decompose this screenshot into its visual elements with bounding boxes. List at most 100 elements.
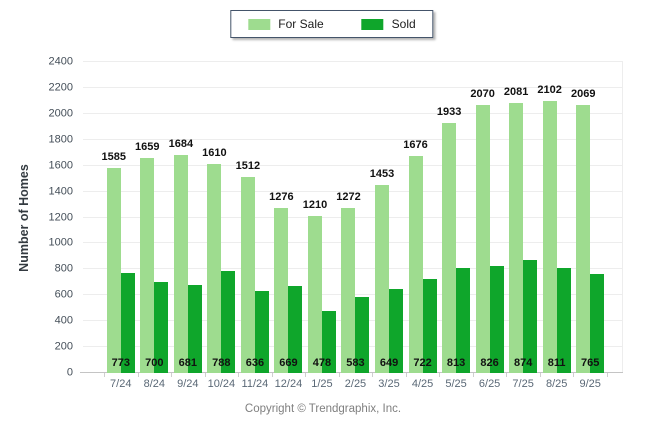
for-sale-value-label: 1210 (302, 199, 328, 212)
legend-label-sold: Sold (391, 17, 416, 31)
x-tick-label: 10/24 (207, 378, 236, 390)
sold-bar (154, 282, 169, 373)
sold-bar (389, 288, 404, 373)
x-tick-mark (472, 373, 474, 377)
plot-area: 1585 773 1659 700 1684 681 1610 788 1512 636 1276 6… (80, 61, 623, 373)
for-sale-value-label: 1659 (135, 141, 160, 154)
sold-bar (254, 290, 269, 373)
sold-bar (187, 284, 202, 373)
x-tick-mark (405, 373, 407, 377)
y-tick-label: 1000 (48, 236, 73, 249)
sold-value-label: 636 (245, 357, 265, 369)
legend: For Sale Sold (230, 10, 434, 38)
sold-bar (556, 267, 571, 373)
sold-bar (489, 265, 504, 373)
sold-bar (355, 297, 370, 373)
y-tick-label: 600 (54, 288, 73, 301)
bar-group-12/24: 1276 669 (269, 62, 306, 373)
for-sale-bar (106, 167, 121, 373)
gridline (83, 138, 623, 140)
for-sale-value-label: 1933 (436, 105, 462, 118)
x-tick-label: 7/24 (110, 378, 132, 390)
sold-value-label: 826 (480, 357, 499, 369)
for-sale-value-label: 1272 (336, 191, 361, 204)
for-sale-bar (475, 104, 490, 373)
bar-group-8/25: 2102 811 (537, 62, 574, 373)
bar-group-4/25: 1676 722 (403, 62, 440, 373)
sold-bar (321, 311, 336, 373)
bar-group-11/24: 1512 636 (236, 62, 272, 373)
x-tick-mark (439, 373, 441, 377)
sold-value-label: 874 (513, 357, 533, 369)
y-tick-label: 0 (66, 366, 73, 379)
for-sale-bar (274, 207, 289, 373)
x-tick-mark (137, 373, 139, 377)
x-tick-mark (204, 373, 206, 377)
sold-value-label: 788 (212, 357, 231, 369)
bar-group-9/24: 1684 681 (169, 62, 205, 373)
y-tick-label: 400 (54, 314, 73, 327)
x-tick-label: 8/24 (143, 378, 165, 390)
for-sale-value-label: 2081 (503, 86, 529, 99)
gridline (83, 164, 623, 166)
x-tick-label: 4/25 (411, 378, 434, 390)
sold-value-label: 583 (346, 357, 365, 369)
sold-value-label: 811 (547, 357, 566, 369)
sold-value-label: 722 (413, 357, 432, 369)
for-sale-bar (173, 154, 188, 373)
y-tick-label: 2400 (48, 55, 73, 68)
x-tick-label: 6/25 (478, 378, 501, 390)
x-tick-mark (506, 373, 508, 377)
for-sale-value-label: 2069 (570, 87, 596, 100)
sold-value-label: 649 (379, 357, 399, 369)
bar-group-6/25: 2070 826 (470, 62, 507, 373)
for-sale-bar (408, 155, 423, 373)
sold-bar (523, 259, 538, 373)
bar-group-2/25: 1272 583 (336, 62, 373, 373)
bar-group-7/25: 2081 874 (503, 62, 540, 373)
sold-bar (422, 279, 437, 373)
x-tick-mark (104, 373, 105, 377)
x-tick-label: 9/25 (579, 378, 601, 390)
for-sale-bar (576, 104, 591, 373)
sold-swatch-icon (361, 18, 384, 30)
for-sale-bar (140, 158, 155, 373)
for-sale-bar (341, 208, 356, 373)
x-tick-label: 1/25 (311, 378, 333, 390)
sold-value-label: 681 (178, 357, 198, 369)
x-tick-label: 12/24 (274, 378, 303, 390)
gridline (83, 190, 623, 192)
bar-group-10/24: 1610 788 (202, 62, 239, 373)
for-sale-value-label: 1610 (202, 147, 227, 160)
x-tick-mark (271, 373, 273, 377)
x-tick-label: 3/25 (378, 378, 400, 390)
x-axis-tick-marks (88, 373, 623, 377)
sold-value-label: 669 (279, 357, 298, 369)
y-tick-label: 1200 (48, 211, 73, 223)
bar-group-3/25: 1453 649 (369, 62, 406, 373)
for-sale-value-label: 1585 (101, 150, 127, 163)
x-tick-label: 11/24 (241, 378, 269, 390)
sold-bar (120, 272, 135, 373)
plot-right-border (622, 62, 623, 373)
for-sale-bar (207, 164, 222, 373)
x-tick-mark (305, 373, 307, 377)
copyright-text: Copyright © Trendgraphix, Inc. (244, 403, 402, 415)
gridline (83, 61, 623, 62)
sold-value-label: 478 (312, 357, 332, 369)
sold-bar (456, 267, 471, 373)
y-tick-label: 2000 (48, 107, 73, 120)
y-tick-label: 1400 (48, 185, 73, 198)
gridline (83, 86, 623, 88)
x-tick-mark (338, 373, 340, 377)
sold-value-label: 700 (145, 357, 164, 369)
y-tick-label: 200 (54, 340, 73, 353)
for-sale-value-label: 1453 (369, 167, 395, 180)
y-axis-tick-labels: 0 200 400 600 800 1000 1200 1400 1600 1800 2000 220… (0, 56, 83, 378)
x-axis-labels: 7/24 8/24 9/24 10/24 11/24 12/24 1/25 2/25 3/25 4… (88, 379, 623, 390)
bar-group-1/25: 1210 478 (302, 62, 339, 373)
for-sale-bar (240, 177, 255, 373)
sold-bar (221, 270, 236, 373)
for-sale-bar (442, 122, 457, 373)
